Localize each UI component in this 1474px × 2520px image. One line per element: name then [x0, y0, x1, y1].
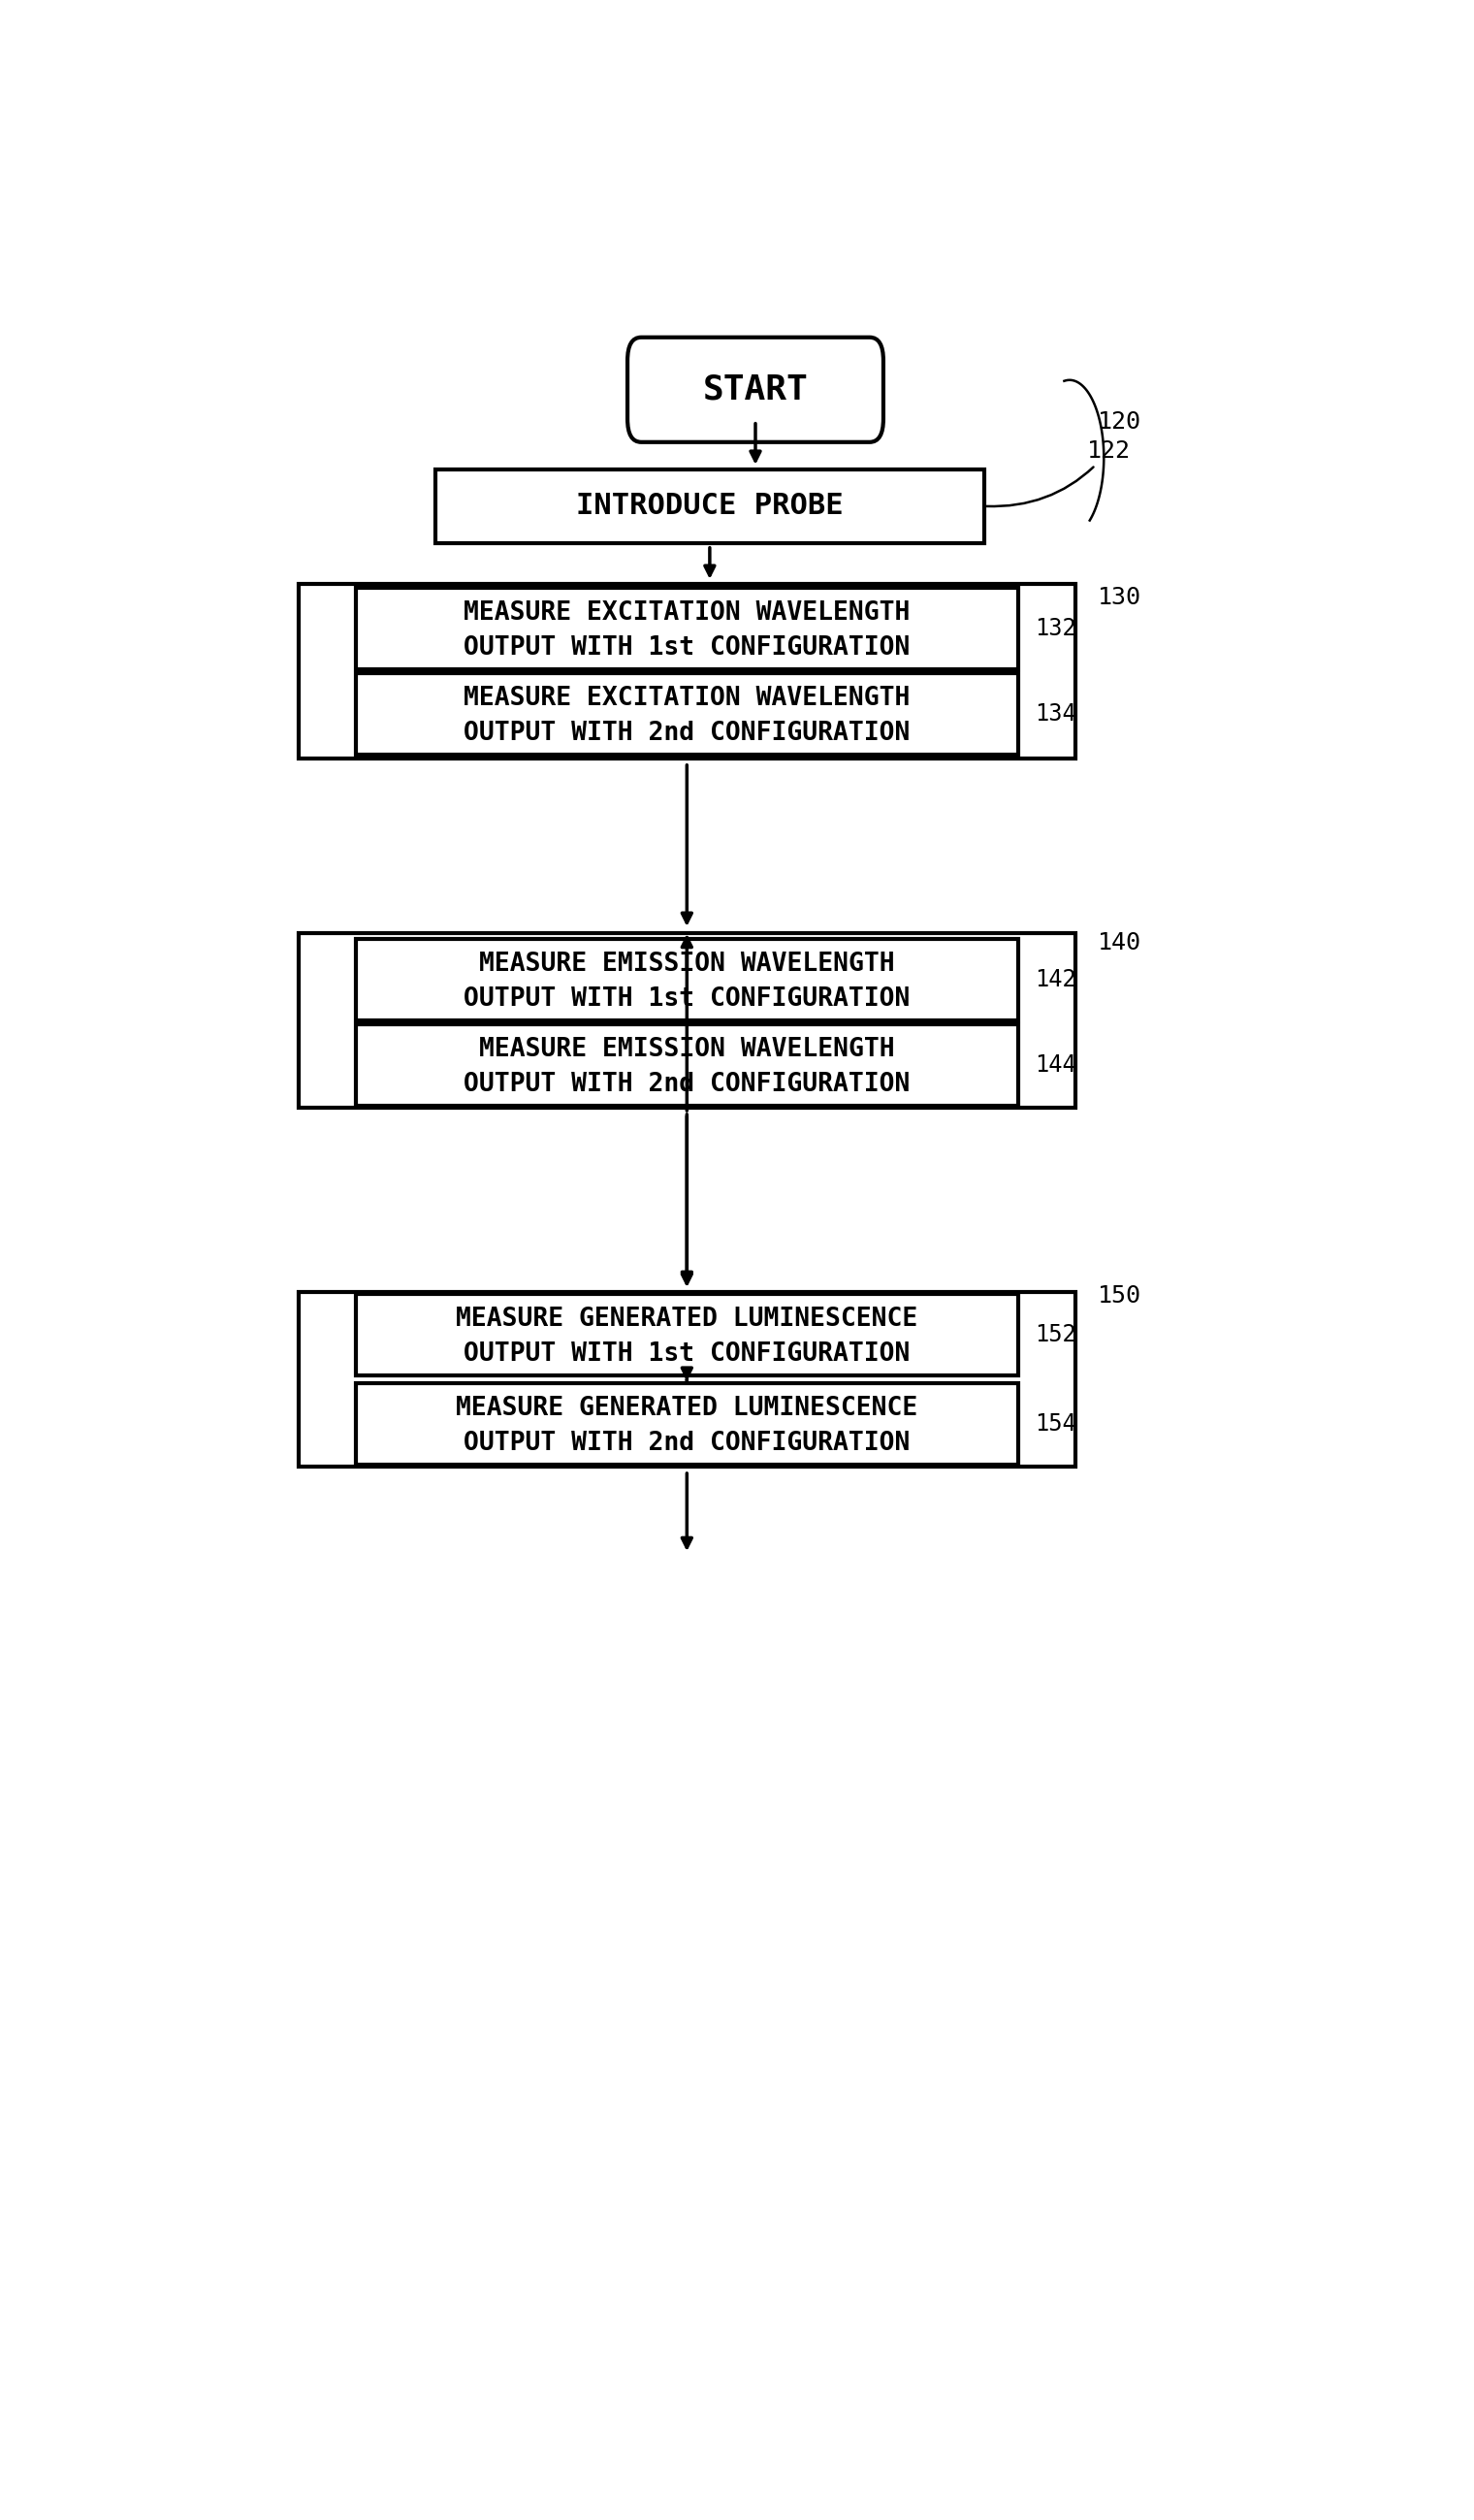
Text: MEASURE EMISSION WAVELENGTH: MEASURE EMISSION WAVELENGTH	[479, 1036, 895, 1061]
Text: START: START	[703, 373, 808, 406]
Text: 130: 130	[1098, 585, 1142, 610]
Text: 142: 142	[1035, 968, 1076, 990]
Text: 150: 150	[1098, 1285, 1142, 1308]
Text: MEASURE EXCITATION WAVELENGTH: MEASURE EXCITATION WAVELENGTH	[464, 600, 909, 625]
Text: OUTPUT WITH 2nd CONFIGURATION: OUTPUT WITH 2nd CONFIGURATION	[464, 1071, 909, 1096]
FancyBboxPatch shape	[355, 1293, 1019, 1376]
Text: 140: 140	[1098, 930, 1142, 955]
Text: MEASURE EMISSION WAVELENGTH: MEASURE EMISSION WAVELENGTH	[479, 953, 895, 978]
FancyBboxPatch shape	[355, 587, 1019, 670]
Text: OUTPUT WITH 1st CONFIGURATION: OUTPUT WITH 1st CONFIGURATION	[464, 1341, 909, 1366]
Text: OUTPUT WITH 2nd CONFIGURATION: OUTPUT WITH 2nd CONFIGURATION	[464, 1431, 909, 1457]
Text: 122: 122	[986, 438, 1131, 507]
FancyBboxPatch shape	[436, 469, 983, 542]
FancyBboxPatch shape	[355, 1023, 1019, 1106]
FancyBboxPatch shape	[355, 940, 1019, 1021]
Text: 132: 132	[1035, 617, 1076, 640]
Text: 120: 120	[1098, 411, 1142, 433]
Text: 144: 144	[1035, 1053, 1076, 1076]
Text: OUTPUT WITH 1st CONFIGURATION: OUTPUT WITH 1st CONFIGURATION	[464, 635, 909, 660]
Text: MEASURE GENERATED LUMINESCENCE: MEASURE GENERATED LUMINESCENCE	[455, 1396, 918, 1421]
Text: 154: 154	[1035, 1411, 1076, 1436]
FancyBboxPatch shape	[355, 1383, 1019, 1464]
FancyBboxPatch shape	[298, 585, 1076, 759]
FancyBboxPatch shape	[298, 932, 1076, 1109]
Text: 152: 152	[1035, 1323, 1076, 1346]
Text: MEASURE GENERATED LUMINESCENCE: MEASURE GENERATED LUMINESCENCE	[455, 1305, 918, 1331]
FancyBboxPatch shape	[628, 338, 883, 441]
FancyBboxPatch shape	[355, 673, 1019, 753]
Text: OUTPUT WITH 2nd CONFIGURATION: OUTPUT WITH 2nd CONFIGURATION	[464, 721, 909, 746]
FancyBboxPatch shape	[298, 1293, 1076, 1467]
Text: 134: 134	[1035, 703, 1076, 726]
Text: OUTPUT WITH 1st CONFIGURATION: OUTPUT WITH 1st CONFIGURATION	[464, 985, 909, 1011]
Text: INTRODUCE PROBE: INTRODUCE PROBE	[576, 491, 843, 519]
Text: MEASURE EXCITATION WAVELENGTH: MEASURE EXCITATION WAVELENGTH	[464, 685, 909, 711]
